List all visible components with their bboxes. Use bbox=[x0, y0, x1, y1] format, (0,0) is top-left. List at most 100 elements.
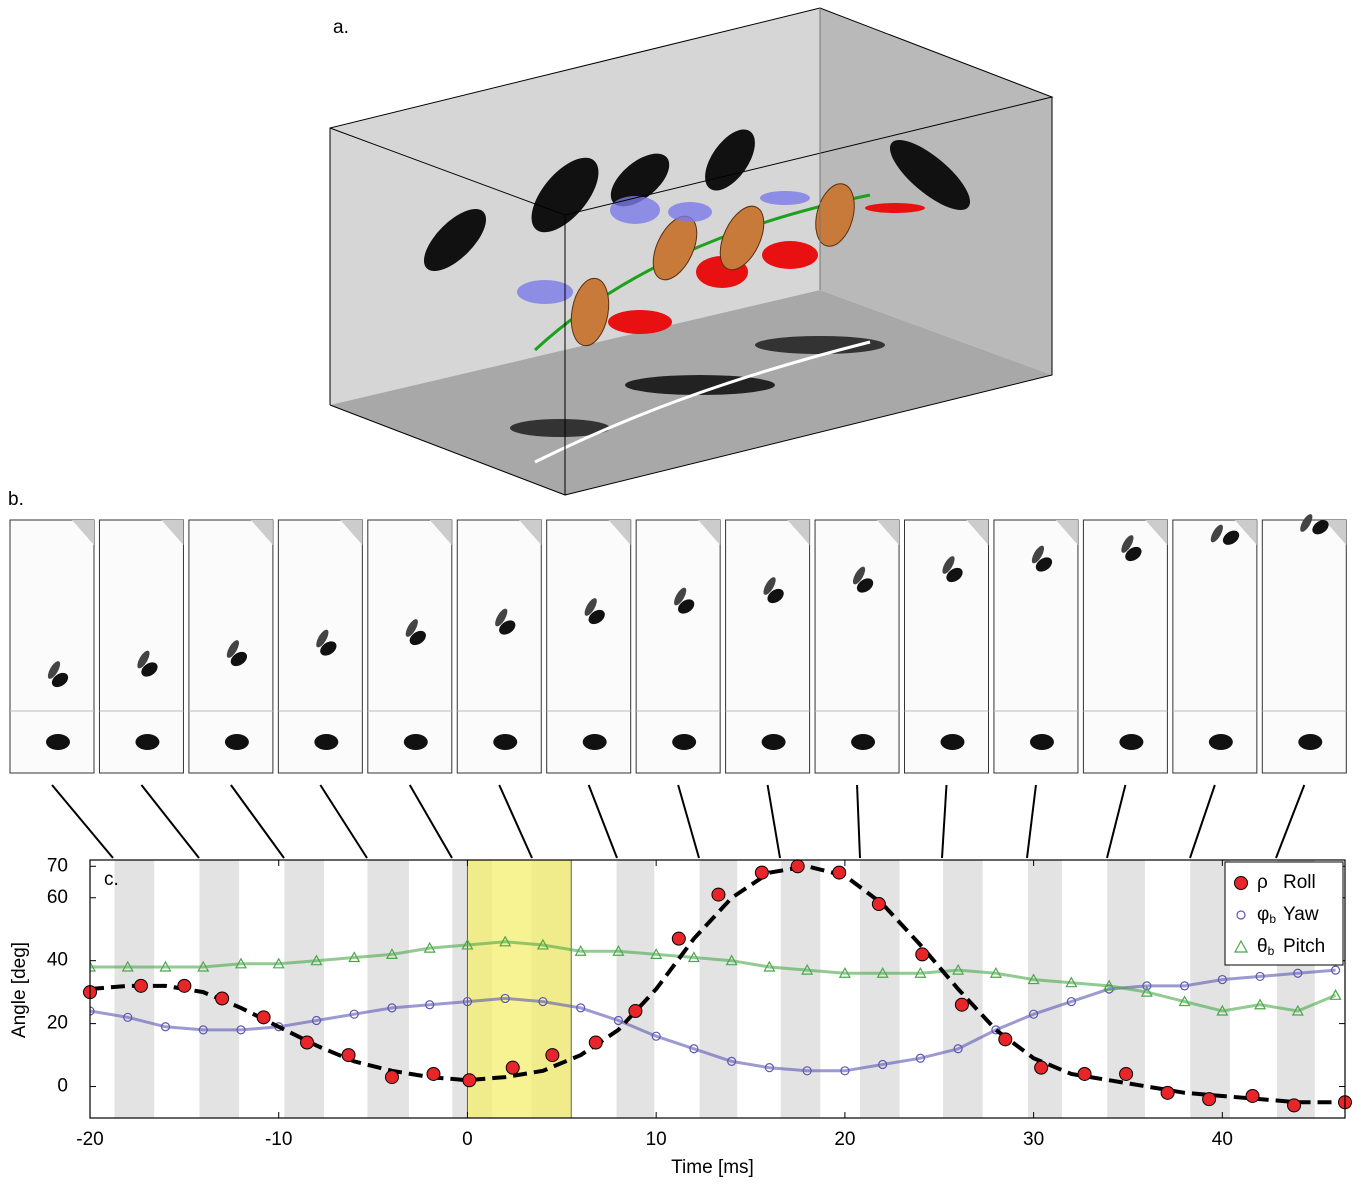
fly bbox=[1312, 520, 1329, 535]
roll-point bbox=[711, 887, 726, 902]
plot-frame bbox=[89, 859, 1346, 1119]
legend-symbol: θ bbox=[1257, 936, 1268, 957]
fly-models bbox=[517, 183, 925, 347]
y-tick-label: 0 bbox=[57, 1076, 68, 1097]
yaw-point bbox=[160, 1022, 171, 1032]
yaw-point bbox=[500, 993, 510, 1004]
film-frame bbox=[1172, 519, 1258, 774]
fly-shadow bbox=[672, 734, 697, 750]
frame-connector bbox=[766, 784, 781, 859]
roll-point bbox=[1245, 1088, 1260, 1103]
fly bbox=[141, 662, 158, 677]
pitch-point bbox=[423, 941, 436, 953]
pitch-point bbox=[838, 967, 851, 978]
frame-corner bbox=[72, 520, 94, 545]
film-frame bbox=[367, 519, 453, 774]
frame-corner bbox=[877, 520, 900, 545]
yaw-point bbox=[727, 1056, 737, 1066]
film-frame bbox=[814, 519, 900, 774]
pitch-point bbox=[1140, 985, 1153, 997]
roll-point bbox=[462, 1073, 477, 1088]
roll-point bbox=[545, 1048, 560, 1063]
fly-shadow bbox=[1298, 734, 1323, 750]
y-tick-label: 70 bbox=[47, 855, 68, 876]
x-tick-label: -10 bbox=[265, 1129, 292, 1150]
roll-point bbox=[1119, 1066, 1134, 1081]
fly-shadow bbox=[493, 734, 518, 750]
fly-shadow bbox=[761, 734, 786, 750]
pitch-point bbox=[121, 960, 134, 972]
frame-connector bbox=[1026, 784, 1037, 859]
pitch-point bbox=[234, 957, 247, 969]
frame-corner bbox=[1234, 520, 1257, 545]
pitch-point bbox=[1329, 989, 1342, 1000]
fly-shadow bbox=[851, 734, 876, 750]
wingbeat-band bbox=[1190, 860, 1230, 1118]
pitch-point bbox=[348, 951, 361, 963]
pitch-point bbox=[90, 960, 97, 972]
yaw-point bbox=[1330, 965, 1341, 975]
legend-name: Roll bbox=[1283, 872, 1316, 893]
panel-label: b. bbox=[8, 489, 24, 510]
box-edges bbox=[329, 7, 1054, 496]
film-frame bbox=[635, 519, 721, 774]
yaw-point bbox=[689, 1044, 699, 1054]
fly bbox=[1222, 530, 1240, 545]
fly-shadow bbox=[1208, 734, 1233, 750]
yaw-point bbox=[90, 1006, 95, 1016]
fly-wing bbox=[1210, 524, 1223, 543]
frame-corner bbox=[1324, 520, 1347, 545]
frame-connector bbox=[140, 784, 200, 859]
frame-connector bbox=[856, 784, 861, 859]
fly-wing bbox=[763, 577, 776, 595]
legend-symbol: φ bbox=[1257, 904, 1269, 925]
fly-wing bbox=[226, 640, 239, 658]
pitch-point bbox=[574, 945, 587, 956]
fly bbox=[51, 672, 69, 688]
legend-marker bbox=[1234, 876, 1248, 890]
frame-corner bbox=[429, 520, 452, 545]
film-frame bbox=[1261, 519, 1347, 774]
wingbeat-band bbox=[1027, 860, 1062, 1118]
trace-line bbox=[90, 940, 1337, 1013]
frame-connector bbox=[1189, 784, 1216, 859]
pitch-point bbox=[1216, 1004, 1229, 1016]
x-tick-label: -20 bbox=[76, 1129, 103, 1150]
frame-connector bbox=[941, 784, 948, 859]
fit-line bbox=[90, 864, 1336, 1105]
roll-point bbox=[871, 897, 886, 912]
fly-wing bbox=[47, 661, 61, 679]
y-tick-label: 60 bbox=[47, 887, 68, 908]
fly-wing bbox=[137, 650, 150, 669]
pitch-point bbox=[952, 963, 965, 975]
wingbeat-band bbox=[780, 860, 821, 1118]
fly-wing bbox=[674, 587, 687, 606]
roll-point bbox=[215, 991, 230, 1006]
wingbeat-band bbox=[284, 860, 325, 1118]
yaw-point bbox=[1255, 971, 1265, 982]
film-frame bbox=[456, 519, 542, 774]
fly bbox=[678, 599, 695, 614]
panel-label: a. bbox=[333, 17, 349, 38]
yaw-point bbox=[1179, 981, 1190, 991]
film-frame bbox=[98, 519, 184, 774]
fly-wing bbox=[495, 608, 508, 627]
fly bbox=[946, 567, 963, 583]
legend-symbol: ρ bbox=[1257, 872, 1268, 893]
roll-point bbox=[384, 1070, 399, 1085]
yaw-point bbox=[198, 1025, 208, 1035]
roll-point bbox=[588, 1035, 603, 1050]
fly-shadow bbox=[1029, 734, 1054, 750]
pitch-point bbox=[461, 938, 474, 950]
wingbeat-band bbox=[616, 860, 655, 1118]
pitch-point bbox=[1065, 976, 1078, 988]
pitch-point bbox=[536, 938, 549, 950]
frame-connector bbox=[1275, 784, 1306, 859]
roll-point bbox=[832, 865, 847, 880]
fly-wing bbox=[1031, 545, 1045, 564]
frame-corner bbox=[519, 520, 542, 545]
roll-point bbox=[1160, 1085, 1175, 1100]
fly-wing bbox=[1121, 535, 1134, 553]
pitch-point bbox=[876, 967, 889, 978]
